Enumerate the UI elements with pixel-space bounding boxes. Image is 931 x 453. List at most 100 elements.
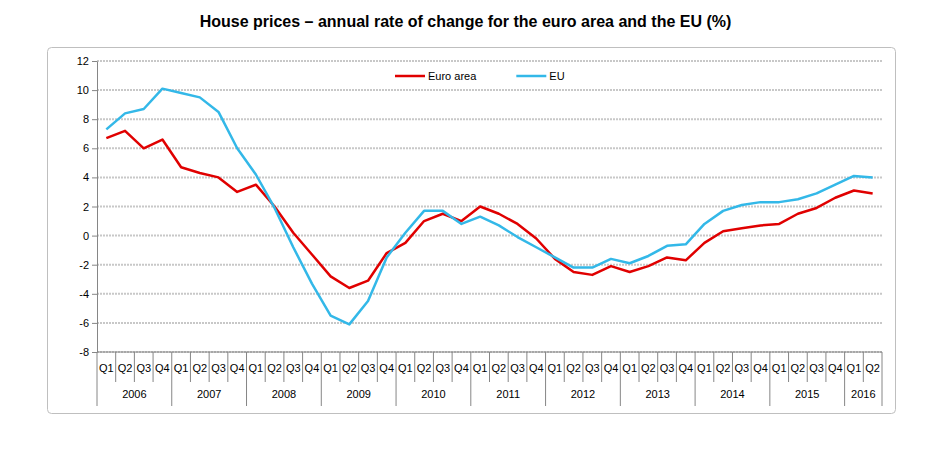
x-group-divider [882, 352, 883, 406]
legend-swatch [516, 75, 546, 78]
x-tick-label: Q2 [791, 362, 806, 374]
x-group-divider [769, 352, 770, 406]
x-cell-divider [732, 352, 733, 382]
x-group-divider [844, 352, 845, 406]
x-cell-divider [153, 352, 154, 382]
x-tick-label: Q1 [622, 362, 637, 374]
x-cell-divider [564, 352, 565, 382]
x-cell-divider [657, 352, 658, 382]
y-tick: -8 [79, 346, 97, 358]
x-cell-divider [601, 352, 602, 382]
x-cell-divider [377, 352, 378, 382]
x-tick-label: Q2 [865, 362, 880, 374]
grid-line [97, 89, 882, 91]
x-cell-divider [807, 352, 808, 382]
x-cell-divider [713, 352, 714, 382]
x-tick-label: Q2 [342, 362, 357, 374]
y-tick-mark [92, 352, 97, 353]
x-tick-label: Q4 [753, 362, 768, 374]
x-cell-divider [283, 352, 284, 382]
x-group-label: 2013 [645, 388, 669, 400]
x-cell-divider [676, 352, 677, 382]
x-tick-label: Q1 [847, 362, 862, 374]
y-tick-label: -6 [79, 317, 89, 329]
grid-line [97, 60, 882, 62]
y-tick-mark [92, 90, 97, 91]
y-tick-label: -8 [79, 346, 89, 358]
x-cell-divider [751, 352, 752, 382]
y-tick-mark [92, 265, 97, 266]
x-group-divider [246, 352, 247, 406]
x-tick-label: Q1 [99, 362, 114, 374]
grid-line [97, 293, 882, 295]
grid-line [97, 322, 882, 324]
x-tick-label: Q4 [678, 362, 693, 374]
y-tick-mark [92, 61, 97, 62]
x-tick-label: Q2 [492, 362, 507, 374]
y-tick-mark [92, 148, 97, 149]
chart: House prices – annual rate of change for… [0, 0, 931, 453]
y-tick-label: 0 [83, 230, 89, 242]
x-cell-divider [452, 352, 453, 382]
x-cell-divider [508, 352, 509, 382]
x-tick-label: Q2 [417, 362, 432, 374]
x-tick-label: Q3 [211, 362, 226, 374]
x-tick-label: Q2 [641, 362, 656, 374]
y-tick: 8 [83, 113, 97, 125]
legend: Euro areaEU [395, 70, 565, 82]
y-axis: -8-6-4-2024681012 [77, 55, 98, 358]
grid-line [97, 235, 882, 237]
x-tick-label: Q1 [772, 362, 787, 374]
x-group-label: 2008 [272, 388, 296, 400]
x-group-label: 2007 [197, 388, 221, 400]
x-cell-divider [863, 352, 864, 382]
x-group-label: 2015 [795, 388, 819, 400]
x-cell-divider [134, 352, 135, 382]
y-tick: 12 [77, 55, 97, 67]
x-cell-divider [339, 352, 340, 382]
x-cell-divider [265, 352, 266, 382]
x-tick-label: Q3 [585, 362, 600, 374]
x-group-label: 2016 [851, 388, 875, 400]
x-tick-label: Q4 [828, 362, 843, 374]
y-tick: 10 [77, 84, 97, 96]
x-cell-divider [209, 352, 210, 382]
x-group-divider [620, 352, 621, 406]
x-group-label: 2011 [496, 388, 520, 400]
legend-item: EU [516, 70, 564, 82]
x-cell-divider [358, 352, 359, 382]
y-tick-label: 12 [77, 55, 89, 67]
grid-line [97, 118, 882, 120]
y-tick-label: 6 [83, 142, 89, 154]
x-group-divider [545, 352, 546, 406]
y-tick-mark [92, 177, 97, 178]
y-tick: -6 [79, 317, 97, 329]
x-tick-label: Q3 [660, 362, 675, 374]
y-tick: 0 [83, 230, 97, 242]
x-cell-divider [190, 352, 191, 382]
x-group-label: 2014 [720, 388, 744, 400]
legend-label: EU [549, 70, 564, 82]
x-group-divider [695, 352, 696, 406]
x-tick-label: Q1 [697, 362, 712, 374]
y-tick-label: 4 [83, 171, 89, 183]
x-tick-label: Q4 [379, 362, 394, 374]
y-tick-label: -4 [79, 288, 89, 300]
y-tick-mark [92, 323, 97, 324]
y-tick: -2 [79, 259, 97, 271]
x-group-divider [396, 352, 397, 406]
x-tick-label: Q3 [435, 362, 450, 374]
x-tick-label: Q1 [398, 362, 413, 374]
x-cell-divider [526, 352, 527, 382]
chart-title: House prices – annual rate of change for… [200, 13, 732, 30]
y-tick-mark [92, 236, 97, 237]
x-group-divider [321, 352, 322, 406]
x-tick-label: Q1 [249, 362, 264, 374]
x-tick-label: Q2 [192, 362, 207, 374]
series-group [106, 89, 872, 325]
y-tick: 4 [83, 171, 97, 183]
x-cell-divider [227, 352, 228, 382]
x-tick-label: Q1 [548, 362, 563, 374]
x-cell-divider [639, 352, 640, 382]
x-tick-label: Q2 [118, 362, 133, 374]
